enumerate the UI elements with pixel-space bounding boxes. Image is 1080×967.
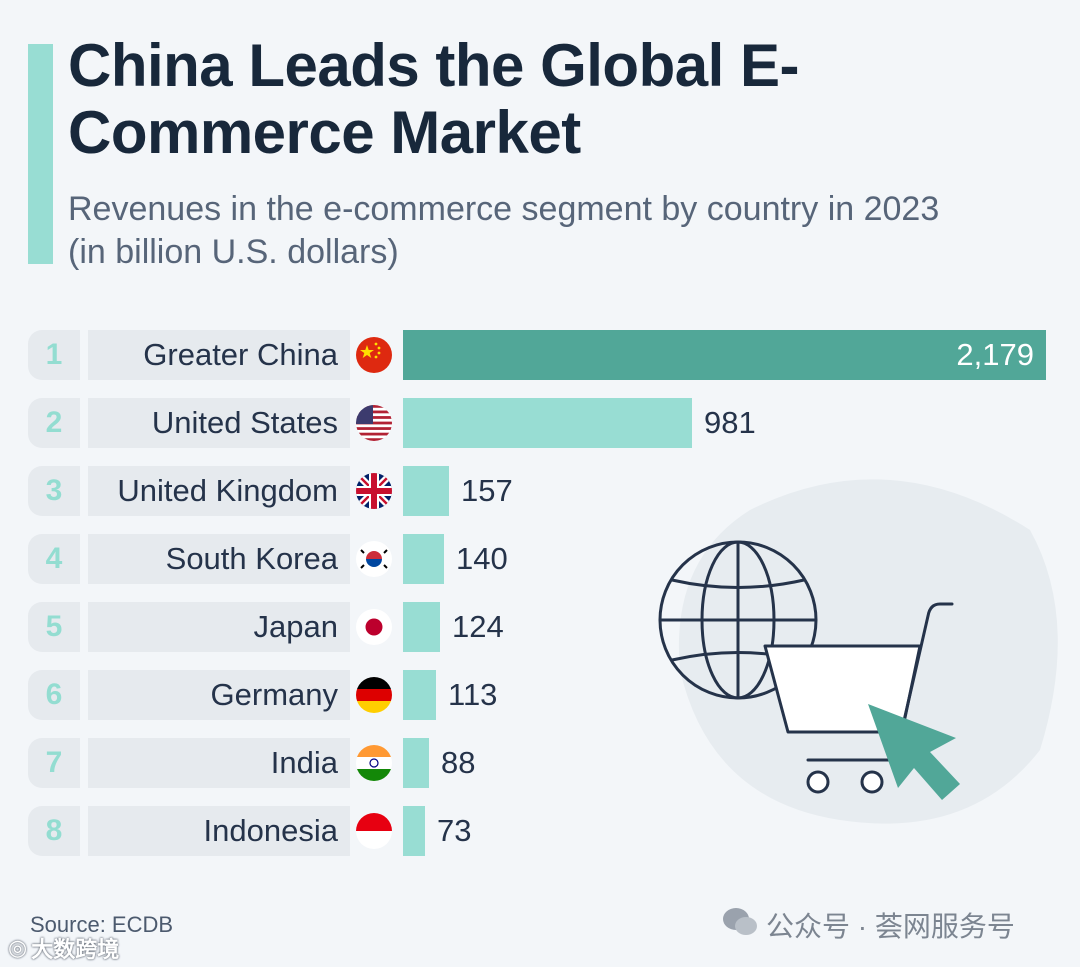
india-flag-icon bbox=[356, 745, 392, 781]
rank-label: 1 bbox=[28, 330, 80, 380]
category-label: Japan bbox=[88, 602, 350, 652]
watermark-left: ◎ 大数跨境 bbox=[8, 932, 119, 964]
category-label: Germany bbox=[88, 670, 350, 720]
bar bbox=[403, 398, 692, 448]
usa-flag-icon bbox=[356, 405, 392, 441]
indonesia-flag-icon bbox=[356, 813, 392, 849]
uk-flag-icon bbox=[356, 473, 392, 509]
bar bbox=[403, 602, 440, 652]
bar-row: 8 Indonesia 73 bbox=[28, 806, 1048, 856]
rank-label: 7 bbox=[28, 738, 80, 788]
rank-label: 2 bbox=[28, 398, 80, 448]
bar-row: 3 United Kingdom 157 bbox=[28, 466, 1048, 516]
bar bbox=[403, 534, 444, 584]
rank-label: 6 bbox=[28, 670, 80, 720]
rank-label: 4 bbox=[28, 534, 80, 584]
watermark-right-text: 公众号 · 荟网服务号 bbox=[766, 911, 1015, 942]
watermark-right: 公众号 · 荟网服务号 bbox=[722, 905, 1015, 945]
rank-label: 8 bbox=[28, 806, 80, 856]
bar-row: 6 Germany 113 bbox=[28, 670, 1048, 720]
category-label: Indonesia bbox=[88, 806, 350, 856]
south-korea-flag-icon bbox=[356, 541, 392, 577]
value-label: 140 bbox=[456, 541, 508, 576]
category-label: United States bbox=[88, 398, 350, 448]
bar bbox=[403, 738, 429, 788]
value-label: 88 bbox=[441, 745, 476, 780]
category-label: Greater China bbox=[88, 330, 350, 380]
rank-label: 5 bbox=[28, 602, 80, 652]
category-label: India bbox=[88, 738, 350, 788]
bar bbox=[403, 466, 449, 516]
chart-title: China Leads the Global E-Commerce Market bbox=[68, 32, 799, 166]
value-label: 73 bbox=[437, 813, 472, 848]
bar bbox=[403, 330, 1046, 380]
category-label: United Kingdom bbox=[88, 466, 350, 516]
ecommerce-globe-cart-icon bbox=[658, 479, 1058, 824]
value-label: 113 bbox=[448, 677, 498, 712]
value-label: 981 bbox=[704, 405, 756, 440]
source-note: Source: ECDB bbox=[30, 912, 174, 937]
value-label: 157 bbox=[461, 473, 513, 508]
bar bbox=[403, 806, 425, 856]
china-flag-icon bbox=[356, 337, 392, 373]
chart-subtitle: Revenues in the e-commerce segment by co… bbox=[68, 190, 940, 271]
watermark-left-text: 大数跨境 bbox=[31, 937, 120, 962]
wechat-icon bbox=[722, 907, 758, 944]
rank-label: 3 bbox=[28, 466, 80, 516]
title-accent-bar bbox=[28, 44, 53, 264]
bar-row: 5 Japan 124 bbox=[28, 602, 1048, 652]
bar-row: 4 South Korea 140 bbox=[28, 534, 1048, 584]
germany-flag-icon bbox=[356, 677, 392, 713]
category-label: South Korea bbox=[88, 534, 350, 584]
value-label: 124 bbox=[452, 609, 504, 644]
bar-row: 2 United States 981 bbox=[28, 398, 1048, 448]
bar-row: 7 India 88 bbox=[28, 738, 1048, 788]
watermark-logo-icon: ◎ bbox=[8, 935, 28, 960]
japan-flag-icon bbox=[356, 609, 392, 645]
bar bbox=[403, 670, 436, 720]
bar-row: 1 Greater China 2,179 bbox=[28, 330, 1048, 380]
value-label: 2,179 bbox=[956, 337, 1034, 372]
